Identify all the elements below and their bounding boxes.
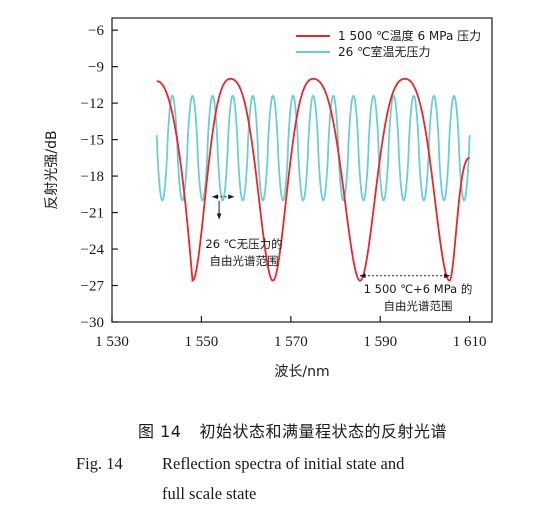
x-tick-label: 1 570 (274, 334, 308, 350)
y-tick-label: −30 (81, 315, 104, 331)
annotations-layer (211, 194, 451, 279)
series-line-cyan (155, 94, 471, 202)
caption-english-line2: full scale state (162, 484, 559, 504)
caption-cn-text: 初始状态和满量程状态的反射光谱 (199, 422, 447, 441)
annotation-cyan-line1: 26 ℃无压力的 (205, 237, 282, 251)
annotation-red-line1: 1 500 ℃+6 MPa 的 (364, 282, 473, 296)
x-tick-label: 1 550 (185, 334, 219, 350)
x-tick-label: 1 610 (453, 334, 487, 350)
y-tick-label: −9 (88, 60, 104, 76)
annotation-cyan-line2: 自由光谱范围 (210, 254, 279, 268)
x-axis-title: 波长/nm (274, 364, 329, 380)
caption-en-number: Fig. 14 (76, 454, 123, 473)
y-tick-label: −18 (81, 169, 104, 185)
caption-chinese: 图 14 初始状态和满量程状态的反射光谱 (138, 418, 559, 442)
y-tick-label: −24 (81, 242, 105, 258)
y-axis-ticks: −6 −9 −12 −15 −18 −21 −24 −27 −30 (81, 23, 118, 331)
legend-label-cyan: 26 ℃室温无压力 (338, 44, 431, 59)
spectrum-chart: 1 530 1 550 1 570 1 590 1 610 −6 −9 −12 −15 −18−… (44, 17, 493, 380)
x-axis-ticks: 1 530 1 550 1 570 1 590 1 610 (95, 316, 487, 350)
series-layer (155, 77, 471, 282)
x-tick-label: 1 530 (95, 334, 129, 350)
y-tick-label: −27 (81, 279, 105, 295)
annotation-red-fsr-label: 1 500 ℃+6 MPa 的 自由光谱范围 (364, 282, 473, 313)
y-tick-label: −21 (81, 206, 104, 222)
caption-en-text-2: full scale state (162, 484, 257, 503)
y-tick-label: −12 (81, 96, 104, 112)
series-line-red (156, 77, 470, 282)
legend: 1 500 ℃温度 6 MPa 压力 26 ℃室温无压力 (296, 28, 481, 59)
caption-en-text-1: Reflection spectra of initial state and (162, 454, 405, 473)
y-tick-label: −15 (81, 133, 104, 149)
caption-cn-number: 图 14 (138, 422, 182, 441)
y-tick-label: −6 (88, 23, 104, 39)
y-axis-title: 反射光强/dB (44, 130, 60, 209)
x-tick-label: 1 590 (363, 334, 397, 350)
legend-label-red: 1 500 ℃温度 6 MPa 压力 (338, 28, 481, 43)
plot-frame (111, 17, 493, 323)
annotation-cyan-fsr-label: 26 ℃无压力的 自由光谱范围 (205, 237, 282, 268)
caption-english-line1: Fig. 14 Reflection spectra of initial sta… (76, 454, 559, 474)
annotation-red-line2: 自由光谱范围 (384, 299, 453, 313)
